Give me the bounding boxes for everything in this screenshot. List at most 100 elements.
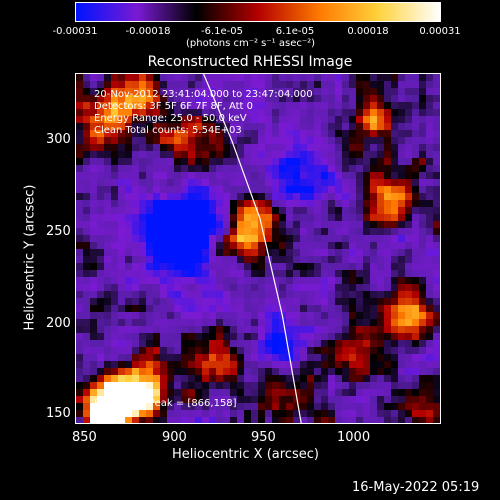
heatmap-cell: [279, 410, 287, 418]
heatmap-cell: [90, 319, 98, 327]
image-plot-area[interactable]: [75, 73, 441, 424]
heatmap-cell: [132, 193, 140, 201]
heatmap-cell: [167, 207, 175, 215]
heatmap-cell: [433, 130, 440, 138]
heatmap-cell: [342, 235, 350, 243]
heatmap-cell: [202, 354, 210, 362]
heatmap-cell: [314, 158, 322, 166]
heatmap-cell: [118, 417, 126, 423]
heatmap-cell: [223, 263, 231, 271]
heatmap-cell: [307, 312, 315, 320]
heatmap-cell: [153, 298, 161, 306]
heatmap-cell: [181, 354, 189, 362]
heatmap-cell: [356, 221, 364, 229]
heatmap-cell: [76, 354, 84, 362]
heatmap-cell: [132, 186, 140, 194]
heatmap-cell: [209, 151, 217, 159]
heatmap-cell: [405, 74, 413, 82]
heatmap-cell: [167, 228, 175, 236]
heatmap-cell: [356, 284, 364, 292]
heatmap-cell: [202, 200, 210, 208]
heatmap-cell: [104, 137, 112, 145]
heatmap-cell: [90, 228, 98, 236]
heatmap-cell: [265, 375, 273, 383]
heatmap-cell: [90, 193, 98, 201]
heatmap-cell: [426, 242, 434, 250]
heatmap-cell: [342, 417, 350, 423]
heatmap-cell: [167, 305, 175, 313]
heatmap-cell: [279, 347, 287, 355]
heatmap-cell: [111, 403, 119, 411]
heatmap-cell: [300, 417, 308, 423]
heatmap-cell: [370, 263, 378, 271]
heatmap-cell: [146, 410, 154, 418]
heatmap-cell: [405, 137, 413, 145]
heatmap-cell: [377, 305, 385, 313]
heatmap-cell: [370, 81, 378, 89]
heatmap-cell: [398, 361, 406, 369]
heatmap-cell: [349, 74, 357, 82]
heatmap-cell: [97, 319, 105, 327]
heatmap-cell: [398, 291, 406, 299]
heatmap-cell: [181, 417, 189, 423]
heatmap-cell: [230, 361, 238, 369]
heatmap-cell: [370, 354, 378, 362]
heatmap-cell: [202, 389, 210, 397]
heatmap-cell: [244, 312, 252, 320]
heatmap-cell: [181, 284, 189, 292]
heatmap-cell: [153, 410, 161, 418]
heatmap-cell: [258, 186, 266, 194]
heatmap-cell: [398, 389, 406, 397]
heatmap-cell: [412, 109, 420, 117]
heatmap-cell: [356, 179, 364, 187]
heatmap-cell: [244, 403, 252, 411]
heatmap-cell: [279, 144, 287, 152]
heatmap-cell: [97, 347, 105, 355]
heatmap-cell: [419, 200, 427, 208]
heatmap-cell: [279, 200, 287, 208]
heatmap-cell: [307, 256, 315, 264]
heatmap-cell: [279, 298, 287, 306]
heatmap-cell: [90, 172, 98, 180]
heatmap-cell: [300, 158, 308, 166]
heatmap-cell: [335, 235, 343, 243]
heatmap-cell: [111, 298, 119, 306]
heatmap-cell: [132, 347, 140, 355]
heatmap-cell: [146, 319, 154, 327]
heatmap-cell: [230, 382, 238, 390]
heatmap-cell: [244, 179, 252, 187]
heatmap-cell: [83, 228, 91, 236]
heatmap-cell: [195, 123, 203, 131]
heatmap-cell: [125, 228, 133, 236]
heatmap-cell: [370, 312, 378, 320]
heatmap-cell: [433, 116, 440, 124]
heatmap-cell: [97, 340, 105, 348]
heatmap-cell: [349, 291, 357, 299]
heatmap-cell: [125, 263, 133, 271]
heatmap-cell: [328, 179, 336, 187]
heatmap-cell: [230, 333, 238, 341]
heatmap-cell: [293, 74, 301, 82]
heatmap-cell: [153, 179, 161, 187]
heatmap-cell: [146, 144, 154, 152]
heatmap-cell: [160, 158, 168, 166]
heatmap-cell: [356, 214, 364, 222]
heatmap-cell: [321, 389, 329, 397]
heatmap-cell: [174, 410, 182, 418]
heatmap-cell: [377, 403, 385, 411]
heatmap-cell: [426, 403, 434, 411]
heatmap-cell: [412, 74, 420, 82]
heatmap-cell: [377, 81, 385, 89]
heatmap-cell: [349, 200, 357, 208]
heatmap-cell: [265, 116, 273, 124]
heatmap-cell: [251, 298, 259, 306]
heatmap-cell: [97, 95, 105, 103]
heatmap-cell: [160, 277, 168, 285]
heatmap-cell: [118, 291, 126, 299]
heatmap-cell: [363, 396, 371, 404]
heatmap-cell: [139, 179, 147, 187]
heatmap-cell: [174, 277, 182, 285]
x-tick-label: 850: [72, 430, 97, 445]
heatmap-cell: [363, 354, 371, 362]
heatmap-cell: [230, 151, 238, 159]
